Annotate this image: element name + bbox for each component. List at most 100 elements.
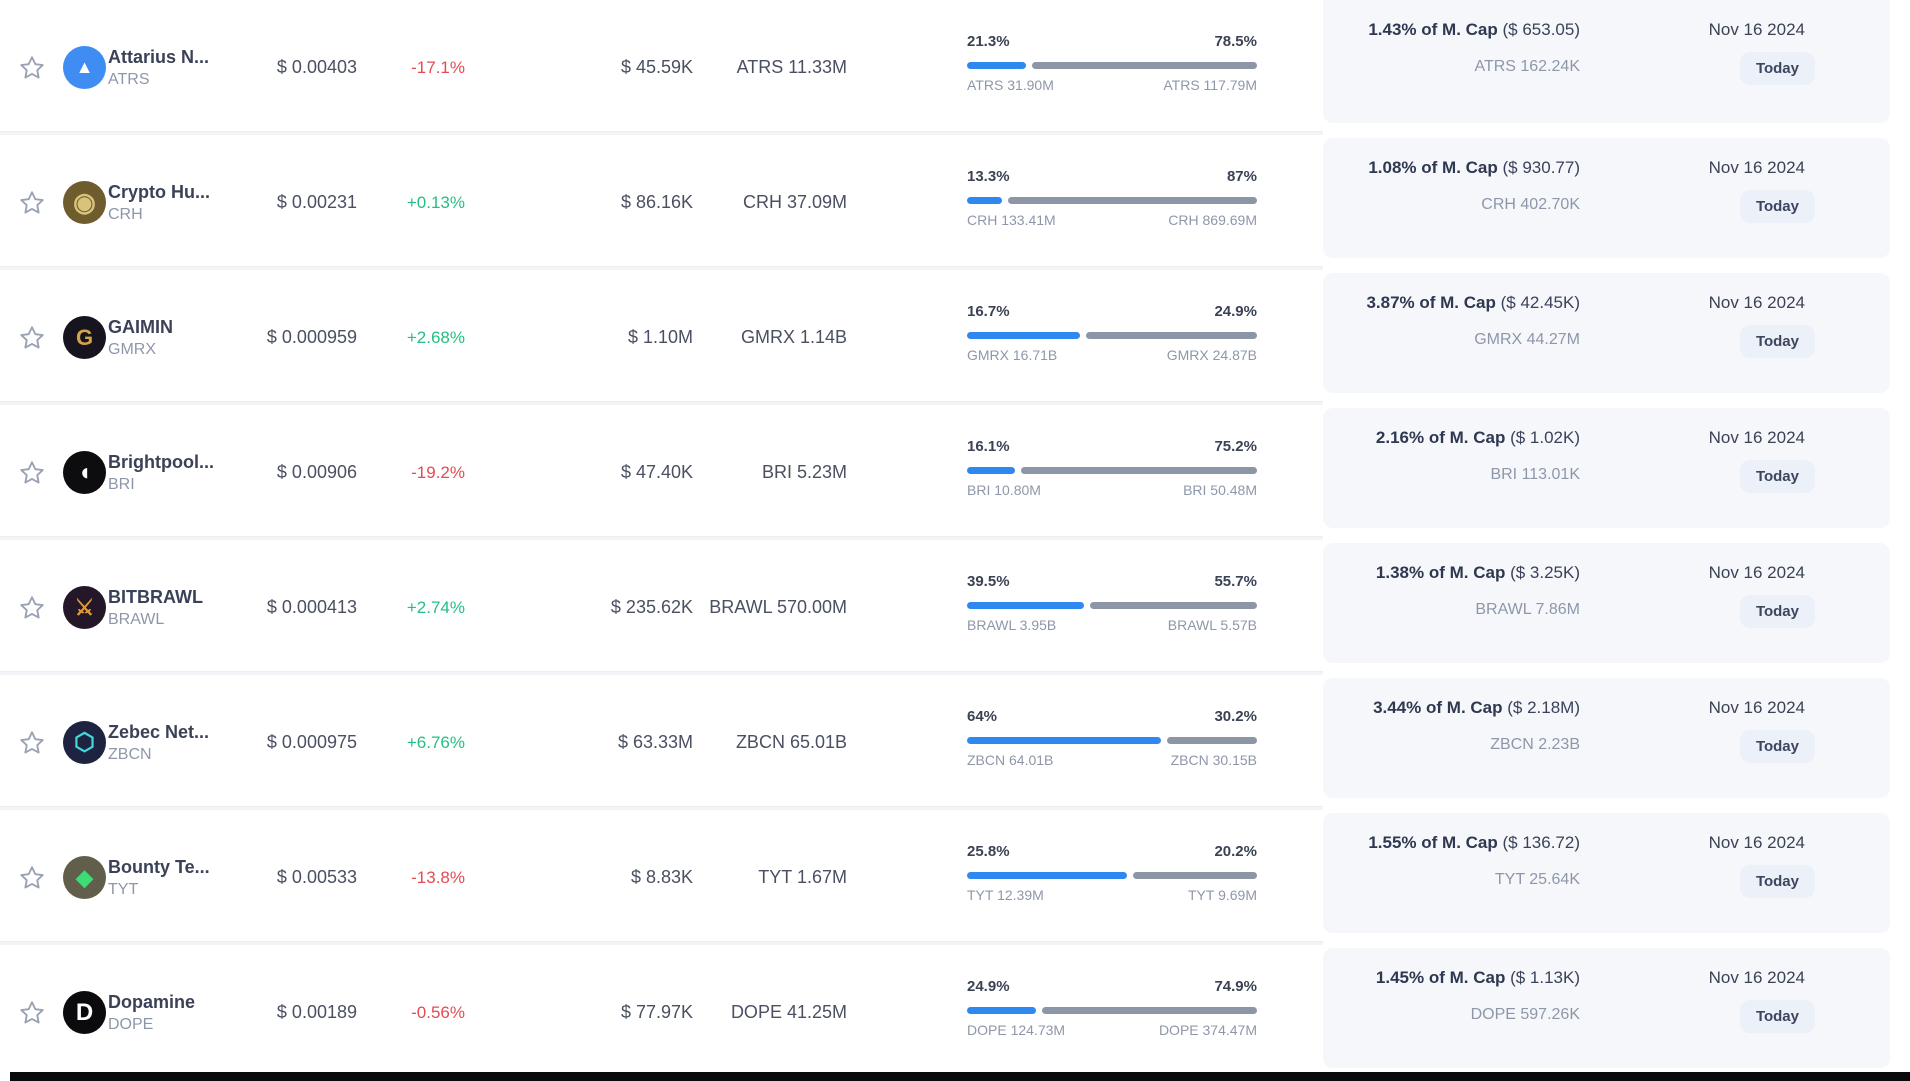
mcap-percent: 1.55% of M. Cap (1368, 833, 1498, 852)
date-label: Nov 16 2024 (1708, 158, 1805, 177)
price-change-percent: +6.76% (406, 732, 465, 752)
progress-bar (967, 872, 1257, 879)
table-row[interactable]: ▲ Attarius N... ATRS $ 0.00403 -17.1% $ … (0, 0, 1910, 135)
table-row[interactable]: G GAIMIN GMRX $ 0.000959 +2.68% $ 1.10M … (0, 270, 1910, 405)
favorite-star-icon[interactable] (14, 270, 50, 405)
date-label: Nov 16 2024 (1708, 20, 1805, 39)
date-label: Nov 16 2024 (1708, 428, 1805, 447)
progress-bar (967, 1007, 1257, 1014)
coin-symbol: ATRS (108, 70, 150, 88)
right-percent-label: 55.7% (1214, 573, 1257, 590)
left-percent-label: 64% (967, 708, 998, 725)
right-percent-label: 78.5% (1214, 33, 1257, 50)
progress-bar (967, 332, 1257, 339)
row-separator (0, 536, 1323, 540)
right-amount-label: CRH 869.69M (1168, 212, 1257, 228)
row-separator (0, 131, 1323, 135)
coin-name: Crypto Hu... (108, 181, 210, 202)
table-row[interactable]: ⬡ Zebec Net... ZBCN $ 0.000975 +6.76% $ … (0, 675, 1910, 810)
mcap-token-amount: GMRX 44.27M (1474, 331, 1580, 348)
favorite-star-icon[interactable] (14, 540, 50, 675)
today-badge: Today (1739, 730, 1815, 763)
right-amount-label: GMRX 24.87B (1166, 347, 1257, 363)
favorite-star-icon[interactable] (14, 945, 50, 1080)
mcap-percent: 1.08% of M. Cap (1368, 158, 1498, 177)
price-change-percent: +2.74% (406, 597, 465, 617)
right-percent-label: 24.9% (1214, 303, 1257, 320)
favorite-star-icon[interactable] (14, 135, 50, 270)
right-amount-label: DOPE 374.47M (1158, 1022, 1257, 1038)
volume: $ 77.97K (620, 1002, 693, 1022)
mcap-usd-value: ($ 42.45K) (1500, 293, 1580, 312)
table-row[interactable]: ◖ Brightpool... BRI $ 0.00906 -19.2% $ 4… (0, 405, 1910, 540)
progress-bar-fill (967, 332, 1081, 339)
mcap-percent: 2.16% of M. Cap (1375, 428, 1506, 447)
crypto-hub-logo: ◉ (63, 181, 106, 224)
mcap-usd-value: ($ 1.02K) (1510, 428, 1580, 447)
progress-bar-rest (1008, 197, 1257, 204)
supply: BRI 5.23M (761, 462, 847, 482)
progress-bar-fill (967, 1007, 1037, 1014)
mcap-token-amount: BRAWL 7.86M (1475, 601, 1580, 618)
market-cap-panel: 2.16% of M. Cap ($ 1.02K) BRI 113.01K No… (1323, 408, 1890, 528)
left-amount-label: TYT 12.39M (967, 887, 1044, 903)
price-change-percent: -19.2% (411, 462, 465, 482)
row-separator (0, 941, 1323, 945)
progress-bar-rest (1090, 602, 1257, 609)
coin-name: Brightpool... (108, 451, 214, 472)
mcap-usd-value: ($ 1.13K) (1510, 968, 1580, 987)
left-percent-label: 39.5% (967, 573, 1010, 590)
supply: ZBCN 65.01B (735, 732, 847, 752)
coin-name: Bounty Te... (108, 856, 210, 877)
brightpool-logo: ◖ (63, 451, 106, 494)
coin-name: Zebec Net... (108, 721, 210, 742)
table-row[interactable]: ◉ Crypto Hu... CRH $ 0.00231 +0.13% $ 86… (0, 135, 1910, 270)
dopamine-logo: D (63, 991, 106, 1034)
right-amount-label: BRAWL 5.57B (1167, 617, 1257, 633)
today-badge: Today (1739, 865, 1815, 898)
coin-symbol: TYT (108, 880, 139, 898)
date-label: Nov 16 2024 (1708, 833, 1805, 852)
progress-bar-rest (1086, 332, 1257, 339)
left-amount-label: ATRS 31.90M (967, 77, 1054, 93)
left-percent-label: 21.3% (967, 33, 1010, 50)
right-amount-label: BRI 50.48M (1183, 482, 1257, 498)
volume: $ 8.83K (630, 867, 693, 887)
table-row[interactable]: D Dopamine DOPE $ 0.00189 -0.56% $ 77.97… (0, 945, 1910, 1080)
coin-symbol: ZBCN (108, 745, 152, 763)
coin-name: Attarius N... (108, 46, 210, 67)
left-amount-label: CRH 133.41M (967, 212, 1056, 228)
market-cap-panel: 1.55% of M. Cap ($ 136.72) TYT 25.64K No… (1323, 813, 1890, 933)
price: $ 0.00231 (276, 192, 357, 212)
left-percent-label: 25.8% (967, 843, 1010, 860)
progress-bar-rest (1031, 62, 1257, 69)
supply-progress-block: 13.3% 87% CRH 133.41M CRH 869.69M (967, 135, 1257, 270)
progress-bar-fill (967, 872, 1127, 879)
right-amount-label: TYT 9.69M (1188, 887, 1257, 903)
progress-bar (967, 602, 1257, 609)
date-label: Nov 16 2024 (1708, 293, 1805, 312)
mcap-usd-value: ($ 930.77) (1502, 158, 1581, 177)
right-percent-label: 87% (1226, 168, 1257, 185)
date-label: Nov 16 2024 (1708, 698, 1805, 717)
price: $ 0.000975 (266, 732, 357, 752)
today-badge: Today (1739, 52, 1815, 85)
right-percent-label: 75.2% (1214, 438, 1257, 455)
supply-progress-block: 16.1% 75.2% BRI 10.80M BRI 50.48M (967, 405, 1257, 540)
price-change-percent: -13.8% (411, 867, 465, 887)
table-row[interactable]: ◆ Bounty Te... TYT $ 0.00533 -13.8% $ 8.… (0, 810, 1910, 945)
price: $ 0.00189 (276, 1002, 357, 1022)
left-percent-label: 13.3% (967, 168, 1010, 185)
favorite-star-icon[interactable] (14, 675, 50, 810)
mcap-usd-value: ($ 653.05) (1502, 20, 1581, 39)
supply-progress-block: 24.9% 74.9% DOPE 124.73M DOPE 374.47M (967, 945, 1257, 1080)
table-row[interactable]: ⚔ BITBRAWL BRAWL $ 0.000413 +2.74% $ 235… (0, 540, 1910, 675)
today-badge: Today (1739, 190, 1815, 223)
today-badge: Today (1739, 460, 1815, 493)
favorite-star-icon[interactable] (14, 810, 50, 945)
progress-bar-fill (967, 62, 1026, 69)
favorite-star-icon[interactable] (14, 0, 50, 135)
favorite-star-icon[interactable] (14, 405, 50, 540)
coin-symbol: CRH (108, 205, 143, 223)
